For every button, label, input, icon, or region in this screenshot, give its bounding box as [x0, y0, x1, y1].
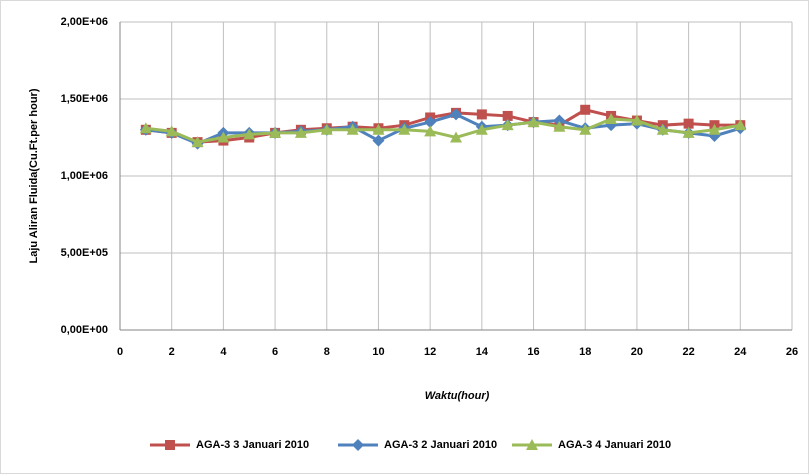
marker: [476, 109, 487, 120]
y-tick-label: 1,50E+06: [61, 93, 108, 105]
marker: [605, 113, 618, 125]
x-tick-label: 6: [272, 346, 278, 358]
marker: [372, 134, 385, 147]
marker: [398, 123, 411, 135]
marker: [139, 122, 152, 134]
x-tick-label: 4: [220, 346, 227, 358]
marker: [526, 439, 538, 450]
x-axis-label: Waktu(hour): [425, 390, 490, 402]
x-tick-label: 0: [117, 346, 123, 358]
marker: [243, 128, 256, 140]
x-tick-label: 24: [734, 346, 747, 358]
marker: [553, 114, 566, 127]
legend-label: AGA-3 3 Januari 2010: [196, 439, 309, 451]
x-tick-label: 14: [476, 346, 489, 358]
x-tick-label: 10: [372, 346, 384, 358]
marker: [580, 104, 591, 115]
x-tick-label: 26: [786, 346, 798, 358]
marker: [165, 440, 175, 450]
marker: [424, 125, 437, 137]
legend-label: AGA-3 4 Januari 2010: [558, 439, 671, 451]
marker: [682, 126, 695, 138]
marker: [630, 114, 643, 126]
y-tick-label: 5,00E+05: [61, 247, 108, 259]
marker: [372, 123, 385, 135]
marker: [294, 126, 307, 138]
marker: [346, 123, 359, 135]
marker: [165, 125, 178, 137]
marker: [475, 123, 488, 135]
marker: [320, 123, 333, 135]
marker: [424, 116, 437, 129]
series-line: [145, 117, 741, 144]
x-tick-label: 20: [631, 346, 643, 358]
marker: [501, 119, 514, 131]
legend-label: AGA-3 2 Januari 2010: [384, 439, 497, 451]
y-tick-label: 1,00E+06: [61, 170, 108, 182]
marker: [450, 108, 462, 121]
marker: [734, 119, 747, 131]
marker: [656, 123, 669, 135]
marker: [502, 110, 513, 121]
marker: [269, 126, 282, 138]
x-tick-label: 8: [324, 346, 330, 358]
x-tick-label: 2: [169, 346, 175, 358]
marker: [579, 123, 592, 135]
marker: [191, 136, 204, 148]
x-tick-label: 22: [682, 346, 694, 358]
x-tick-label: 16: [527, 346, 539, 358]
y-axis-label: Laju Aliran Fluida(Cu.Ft.per hour): [28, 88, 40, 263]
marker: [553, 120, 566, 132]
x-tick-label: 12: [424, 346, 436, 358]
marker: [527, 116, 540, 128]
marker: [352, 439, 364, 451]
marker: [450, 131, 462, 143]
marker: [683, 118, 694, 129]
marker: [708, 123, 721, 135]
y-tick-label: 0,00E+00: [61, 324, 108, 336]
y-tick-label: 2,00E+06: [61, 16, 108, 28]
x-tick-label: 18: [579, 346, 591, 358]
marker: [217, 131, 230, 143]
